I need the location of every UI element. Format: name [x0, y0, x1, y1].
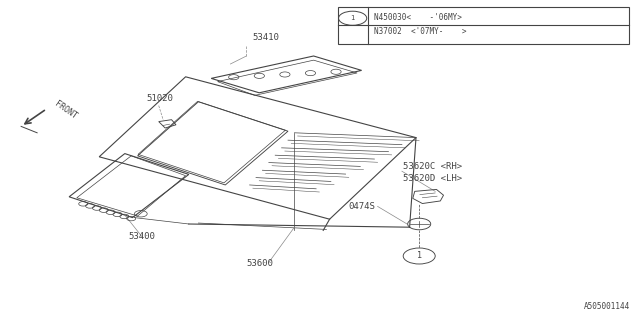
Text: N37002  <'07MY-    >: N37002 <'07MY- > — [374, 28, 467, 36]
Text: 1: 1 — [417, 252, 422, 260]
Text: A505001144: A505001144 — [584, 302, 630, 311]
Text: 0474S: 0474S — [349, 202, 376, 211]
Text: 53620D <LH>: 53620D <LH> — [403, 174, 462, 183]
Text: N450030<    -'06MY>: N450030< -'06MY> — [374, 13, 462, 22]
Text: 53620C <RH>: 53620C <RH> — [403, 162, 462, 171]
Text: 51020: 51020 — [146, 94, 173, 103]
Text: FRONT: FRONT — [52, 100, 78, 121]
Text: 53410: 53410 — [253, 33, 280, 42]
Text: 53600: 53600 — [246, 260, 273, 268]
Text: 1: 1 — [351, 15, 355, 21]
Text: 53400: 53400 — [128, 232, 155, 241]
